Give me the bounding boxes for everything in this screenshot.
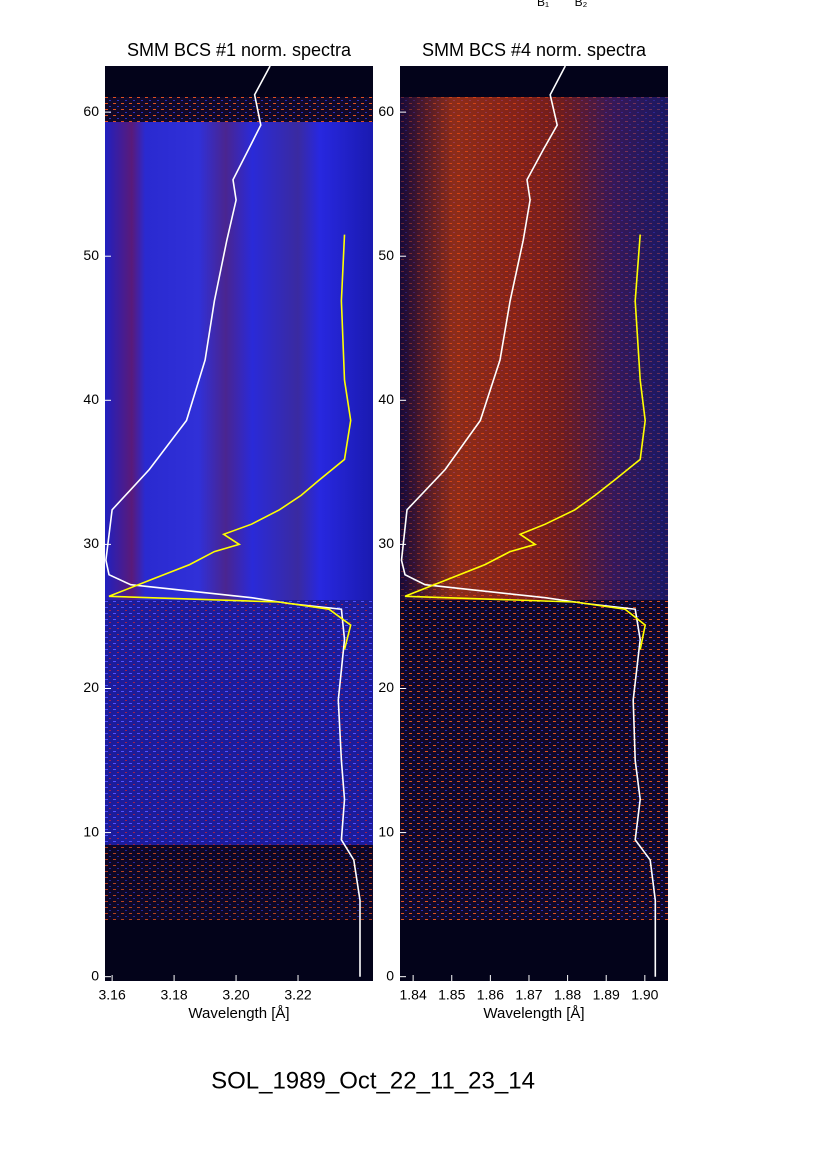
y-tick-label: 10 (83, 823, 99, 839)
y-tick-label: 20 (378, 679, 394, 695)
x-tick-label: 1.85 (438, 987, 465, 1003)
x-tick-label: 3.16 (99, 987, 126, 1003)
x-tick-label: 1.86 (477, 987, 504, 1003)
footer: SOL_1989_Oct_22_11_23_14 (211, 1067, 535, 1094)
y-tick-label: 20 (83, 679, 99, 695)
y-tick-label: 40 (378, 391, 394, 407)
header-label: B₂ (575, 0, 588, 9)
curve (400, 65, 657, 977)
x-tick-label: 3.20 (222, 987, 249, 1003)
x-tick-label: 1.88 (554, 987, 581, 1003)
y-tick-label: 0 (91, 967, 99, 983)
curve (105, 65, 361, 977)
y-tick-label: 30 (378, 535, 394, 551)
chart-title: SMM BCS #4 norm. spectra (422, 40, 647, 60)
x-axis-label: Wavelength [Å] (483, 1005, 584, 1022)
chart-title: SMM BCS #1 norm. spectra (127, 40, 352, 60)
y-tick-label: 0 (386, 967, 394, 983)
x-tick-label: 3.18 (160, 987, 187, 1003)
y-tick-label: 30 (83, 535, 99, 551)
heatmap-2 (400, 66, 668, 981)
x-axis-label: Wavelength [Å] (188, 1005, 289, 1022)
heatmap-1 (105, 66, 373, 981)
curve (404, 234, 647, 650)
y-tick-label: 50 (378, 247, 394, 263)
header-label: B₁ (537, 0, 549, 9)
y-tick-label: 60 (83, 103, 99, 119)
x-tick-label: 1.89 (593, 987, 620, 1003)
x-tick-label: 3.22 (284, 987, 311, 1003)
x-tick-label: 1.87 (515, 987, 542, 1003)
y-tick-label: 40 (83, 391, 99, 407)
x-tick-label: 1.90 (631, 987, 658, 1003)
y-tick-label: 10 (378, 823, 394, 839)
curve (108, 234, 352, 650)
x-tick-label: 1.84 (400, 987, 427, 1003)
y-tick-label: 60 (378, 103, 394, 119)
y-tick-label: 50 (83, 247, 99, 263)
